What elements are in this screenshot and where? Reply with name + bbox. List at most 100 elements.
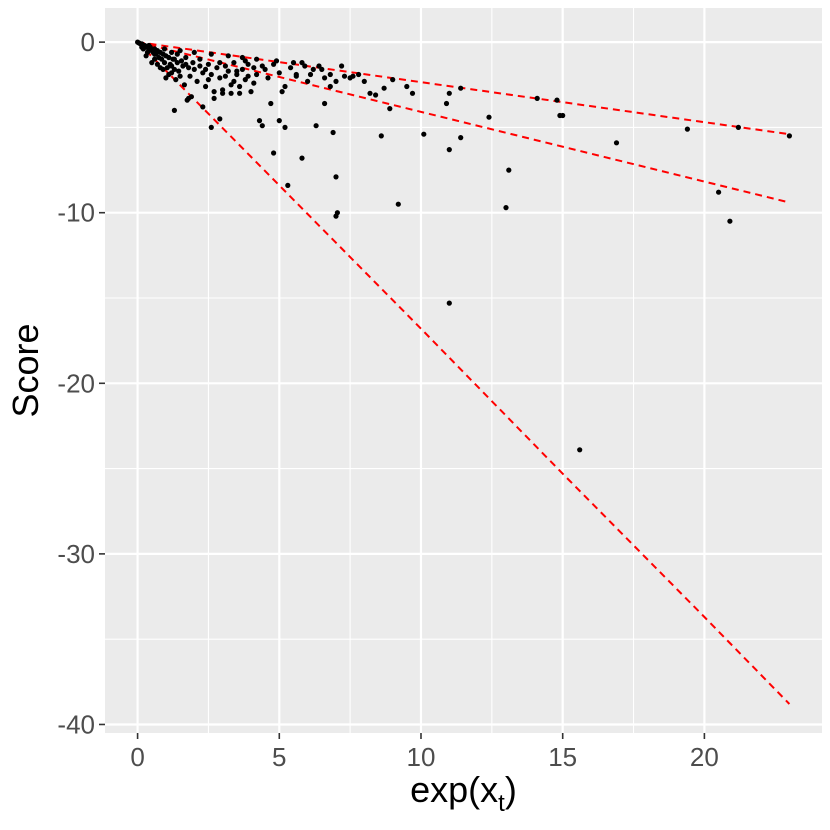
data-point [197,56,203,62]
data-point [161,46,168,52]
data-point [302,63,308,69]
data-point [390,77,396,83]
x-axis-title-suffix: ) [505,769,517,810]
data-point [684,126,691,132]
data-point [333,174,339,180]
data-point [378,133,384,139]
data-point [446,90,452,96]
data-point [350,73,356,79]
data-point [458,85,464,91]
data-point [191,66,197,72]
data-point [183,54,189,61]
data-point [203,66,209,72]
data-point [279,89,285,95]
data-point [262,66,268,72]
data-point [205,77,211,83]
data-point [161,60,168,66]
data-point [282,124,288,130]
data-point [197,63,203,69]
x-axis: 0 5 10 15 20 [130,733,719,772]
data-point [503,205,509,211]
plot-panel [105,8,822,733]
data-point [169,49,175,56]
data-point [200,104,206,110]
x-tick-label: 20 [690,742,719,772]
x-axis-title: exp(xt) [410,769,517,817]
data-point [217,60,223,66]
upper-line [137,41,790,136]
data-point [152,56,158,62]
data-point [254,71,260,78]
data-point [251,65,257,71]
data-point [322,100,328,107]
data-point [186,65,192,71]
data-point [176,68,182,74]
data-point [152,51,158,57]
data-point [421,131,427,137]
data-point [387,106,393,112]
data-point [285,182,291,188]
data-point [727,218,733,224]
data-point [181,82,187,88]
data-point [173,77,179,83]
data-point [174,60,180,66]
data-point [225,68,231,74]
data-point [271,61,277,67]
data-point [166,71,172,78]
data-point [341,73,348,79]
data-point [443,100,450,107]
data-point [786,133,793,139]
data-point [191,49,197,56]
x-axis-title-subscript: t [498,790,505,817]
data-point [231,60,237,66]
x-axis-title-main: exp(x [410,769,498,810]
data-point [409,90,416,96]
data-points [135,39,793,453]
data-point [560,112,566,119]
data-point [139,44,145,50]
data-point [330,129,336,136]
data-point [404,83,410,90]
data-point [458,135,464,141]
data-point [211,95,217,101]
data-point [208,71,214,78]
y-tick-label: -40 [57,709,95,739]
data-point [239,66,245,72]
data-point [164,65,170,71]
y-tick-label: -30 [57,539,95,569]
data-point [282,83,288,90]
data-point [251,80,257,86]
data-point [716,189,722,195]
data-point [356,71,362,78]
data-point [174,51,180,57]
data-point [222,63,228,69]
data-point [268,100,274,107]
data-point [333,78,339,84]
data-point [237,83,243,90]
data-point [177,48,183,54]
data-point [327,83,333,90]
data-point [486,114,492,120]
y-axis-title: Score [5,323,46,417]
data-point [256,118,263,124]
reference-lines [136,41,791,705]
data-point [217,75,223,81]
middle-line [137,41,790,204]
data-point [171,56,177,62]
data-point [248,89,254,95]
x-tick-label: 0 [130,742,144,772]
data-point [735,124,742,130]
data-point [203,83,209,90]
data-point [225,53,231,59]
data-point [166,54,172,61]
data-point [577,447,583,453]
data-point [613,140,620,146]
data-point [327,71,333,78]
data-point [259,123,265,129]
y-tick-label: -20 [57,368,95,398]
data-point [313,123,319,129]
data-point [273,58,280,64]
data-point [217,116,223,122]
y-tick-label: -10 [57,198,95,228]
